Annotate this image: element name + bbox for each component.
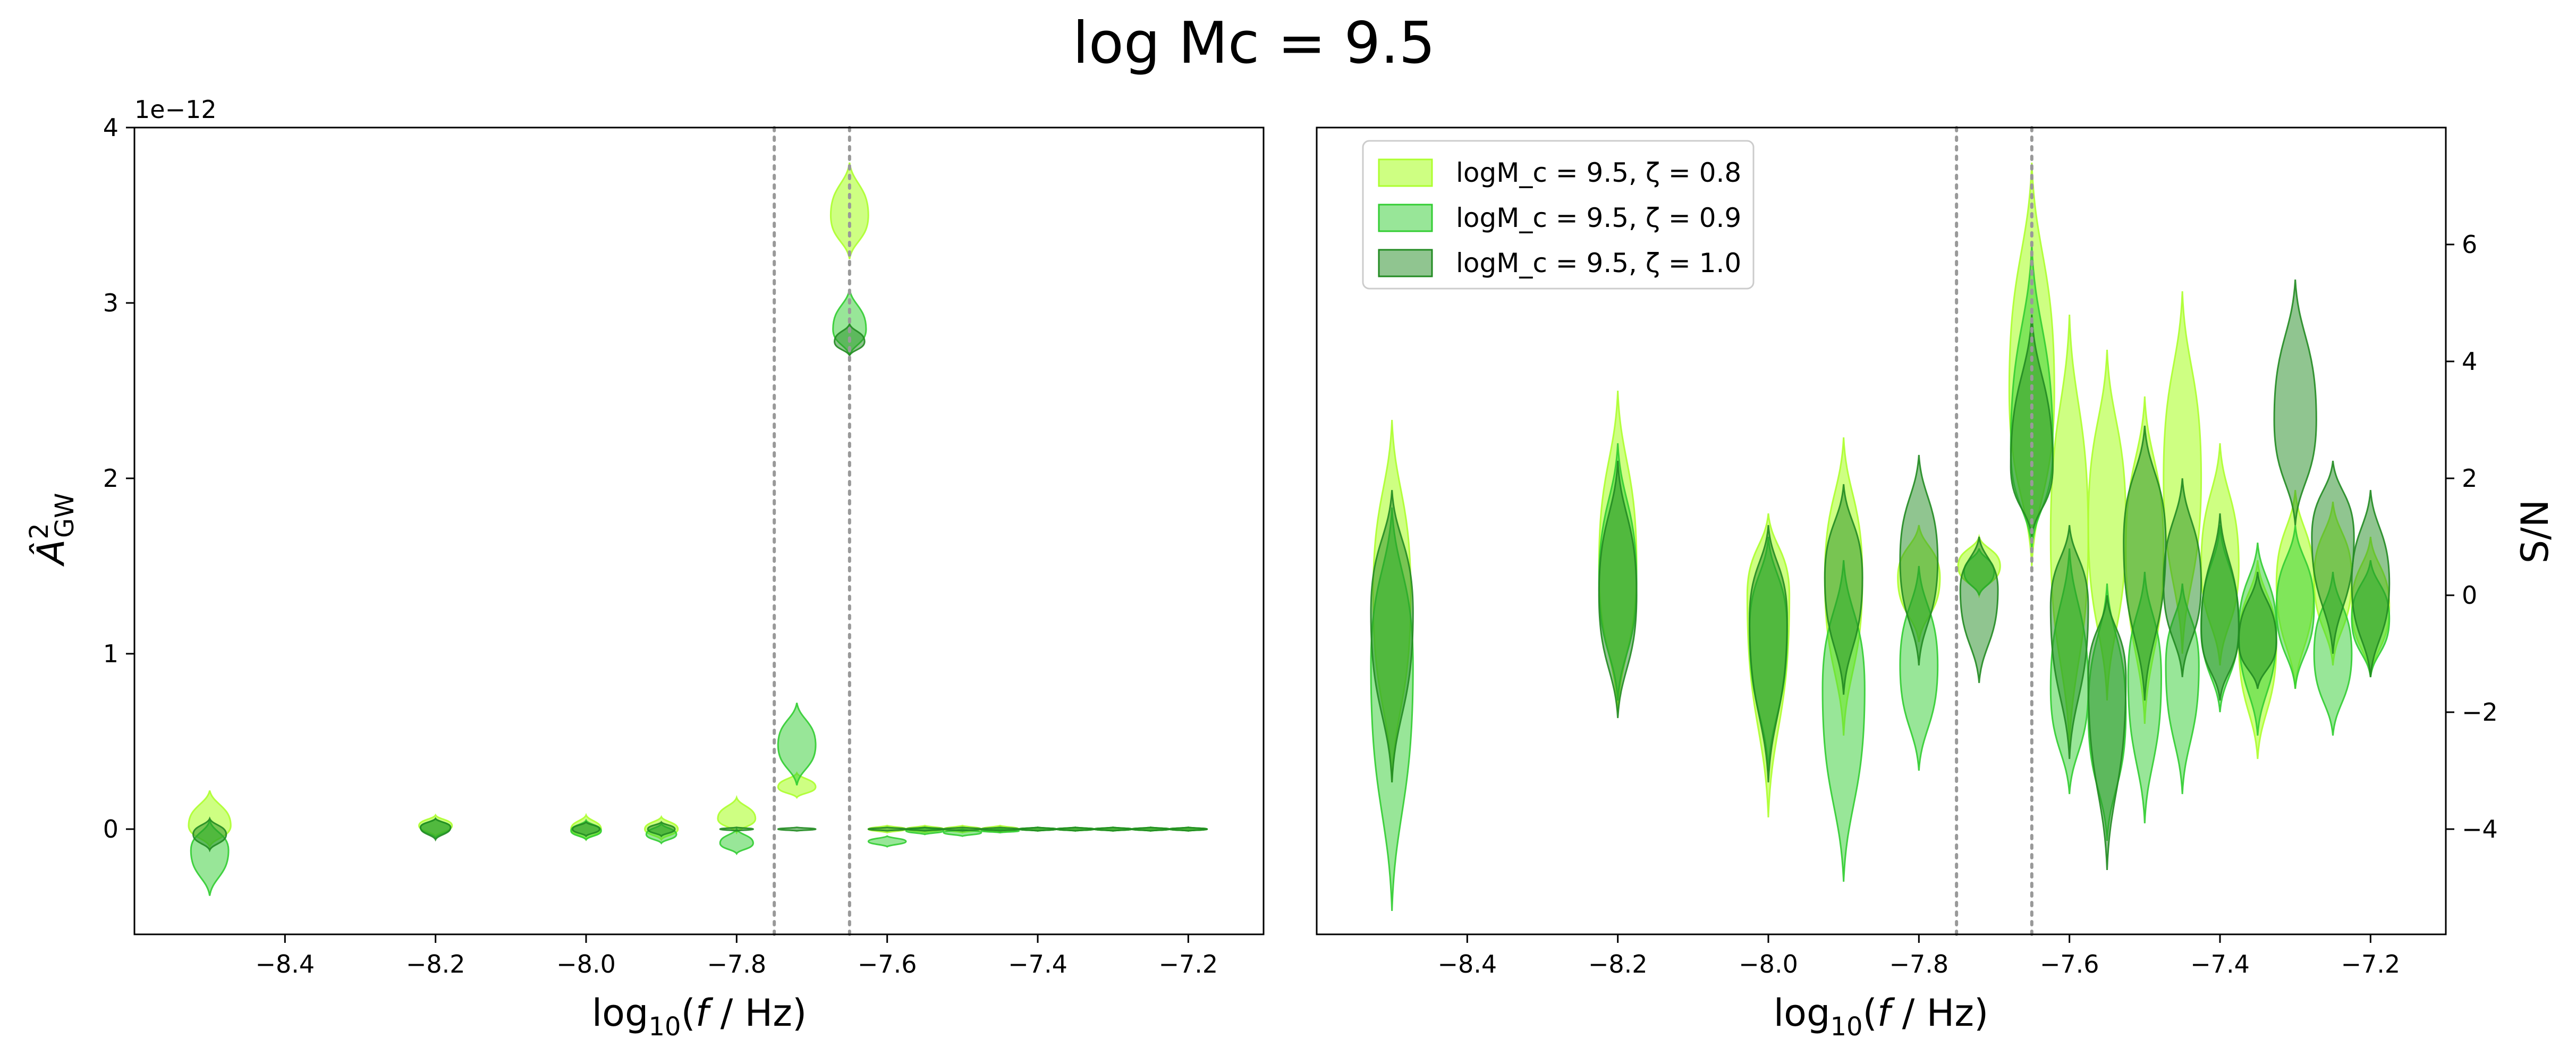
right-ytick-label-0: −4	[2462, 815, 2498, 843]
right-xtick-label-2: −8.0	[1739, 950, 1798, 978]
left-xtick-label-4: −7.6	[858, 950, 917, 978]
left-ytick-label-3: 3	[103, 289, 118, 317]
legend-entries: logM_c = 9.5, ζ = 0.8 logM_c = 9.5, ζ = 0…	[1378, 157, 1741, 278]
left-violin-s2-0	[192, 816, 227, 853]
right-violin-s2-15	[2351, 489, 2391, 678]
svg-text:log10(f / Hz): log10(f / Hz)	[1774, 991, 1989, 1042]
right-violin-s2-2	[1749, 525, 1788, 783]
left-panel: −8.4 −8.2 −8.0 −7.8 −7.6 −7.4 −7.2 0 1 2 3 4 1e−12…	[24, 95, 1265, 1042]
svg-text:log10(f / Hz): log10(f / Hz)	[592, 991, 807, 1042]
left-y-axis-ticks: 0 1 2 3 4	[103, 113, 134, 843]
left-ytick-label-1: 1	[103, 639, 118, 668]
left-violin-s2-5	[777, 826, 817, 832]
right-panel: −8.4 −8.2 −8.0 −7.8 −7.6 −7.4 −7.2 −4 −2 0 2 4 6 lo…	[1316, 126, 2557, 1042]
figure-title: log Mc = 9.5	[1073, 10, 1435, 77]
right-xtick-label-4: −7.6	[2040, 950, 2099, 978]
right-violin-s2-0	[1370, 489, 1414, 783]
left-violin-s2-1	[419, 817, 452, 842]
left-violin-s0-6	[829, 162, 869, 259]
left-violin-s2-2	[571, 821, 601, 838]
right-violin-s2-1	[1598, 460, 1638, 719]
right-xtick-label-0: −8.4	[1437, 950, 1497, 978]
legend-label-0: logM_c = 9.5, ζ = 0.8	[1456, 157, 1741, 188]
left-xtick-label-6: −7.2	[1158, 950, 1218, 978]
right-violin-s1-13	[2275, 525, 2315, 689]
left-violins	[188, 162, 1208, 896]
left-violin-s2-12	[1055, 826, 1095, 832]
left-violin-s1-7	[867, 835, 907, 848]
right-violins	[1370, 162, 2391, 911]
left-axes-frame	[133, 126, 1265, 935]
left-violin-s2-3	[647, 821, 676, 838]
left-reference-lines	[773, 126, 851, 936]
right-ytick-label-3: 2	[2462, 464, 2477, 493]
right-ytick-label-4: 4	[2462, 347, 2477, 376]
left-xtick-label-3: −7.8	[707, 950, 766, 978]
left-xtick-label-1: −8.2	[406, 950, 465, 978]
right-ytick-label-2: 0	[2462, 581, 2477, 610]
left-y-axis-label: Â2GW	[24, 493, 80, 567]
legend-box	[1362, 140, 1755, 290]
right-x-axis-label: log10(f / Hz)	[1774, 991, 1989, 1042]
left-violin-s1-4	[719, 827, 755, 856]
right-violin-s2-11	[2200, 513, 2240, 701]
left-violin-s2-10	[980, 826, 1020, 832]
left-violin-s2-9	[943, 826, 982, 832]
right-xtick-label-5: −7.4	[2190, 950, 2250, 978]
right-ytick-label-1: −2	[2462, 698, 2498, 727]
left-violin-s2-7	[867, 826, 907, 832]
legend-label-1: logM_c = 9.5, ζ = 0.9	[1456, 202, 1741, 233]
left-violin-s2-11	[1018, 826, 1057, 832]
left-ytick-label-2: 2	[103, 464, 118, 493]
left-ytick-label-4: 4	[103, 113, 118, 142]
right-violin-s2-3	[1824, 484, 1863, 695]
right-violin-s2-5	[1959, 536, 1999, 683]
right-xtick-label-3: −7.8	[1889, 950, 1948, 978]
right-violin-s2-4	[1899, 454, 1939, 666]
right-y-axis-label: S/N	[2513, 500, 2557, 563]
right-violin-s2-12	[2238, 571, 2277, 689]
right-ytick-label-5: 6	[2462, 230, 2477, 259]
right-y-axis-ticks: −4 −2 0 2 4 6	[2446, 230, 2498, 843]
legend-swatch-1	[1378, 204, 1433, 232]
right-axes-frame	[1316, 126, 2447, 935]
right-violin-s2-8	[2087, 595, 2127, 871]
left-x-axis-label: log10(f / Hz)	[592, 991, 807, 1042]
right-violin-s2-7	[2049, 525, 2089, 759]
left-xtick-label-0: −8.4	[255, 950, 315, 978]
left-violin-s2-8	[905, 826, 945, 832]
left-violin-s2-4	[719, 826, 755, 832]
left-y-offset-label: 1e−12	[134, 95, 217, 124]
left-xtick-label-5: −7.4	[1008, 950, 1067, 978]
right-violin-s2-13	[2273, 279, 2317, 526]
left-xtick-label-2: −8.0	[556, 950, 616, 978]
left-ytick-label-0: 0	[103, 815, 118, 843]
right-xtick-label-1: −8.2	[1588, 950, 1648, 978]
svg-text:Â2GW: Â2GW	[24, 493, 80, 567]
left-violin-s2-13	[1093, 826, 1133, 832]
left-x-axis-ticks: −8.4 −8.2 −8.0 −7.8 −7.6 −7.4 −7.2	[255, 934, 1218, 978]
right-reference-lines	[1955, 126, 2033, 936]
legend-swatch-0	[1378, 158, 1433, 187]
left-violin-s1-5	[777, 703, 817, 786]
left-violin-s2-14	[1131, 826, 1171, 832]
legend: logM_c = 9.5, ζ = 0.8 logM_c = 9.5, ζ = 0…	[1362, 140, 1755, 290]
right-x-axis-ticks: −8.4 −8.2 −8.0 −7.8 −7.6 −7.4 −7.2	[1437, 934, 2400, 978]
legend-label-2: logM_c = 9.5, ζ = 1.0	[1456, 248, 1741, 278]
legend-swatch-2	[1378, 249, 1433, 277]
right-violin-s2-10	[2163, 478, 2202, 678]
left-violin-s2-15	[1168, 826, 1208, 832]
right-xtick-label-6: −7.2	[2341, 950, 2400, 978]
right-violin-s2-9	[2123, 425, 2167, 701]
right-violin-s2-14	[2311, 460, 2355, 654]
